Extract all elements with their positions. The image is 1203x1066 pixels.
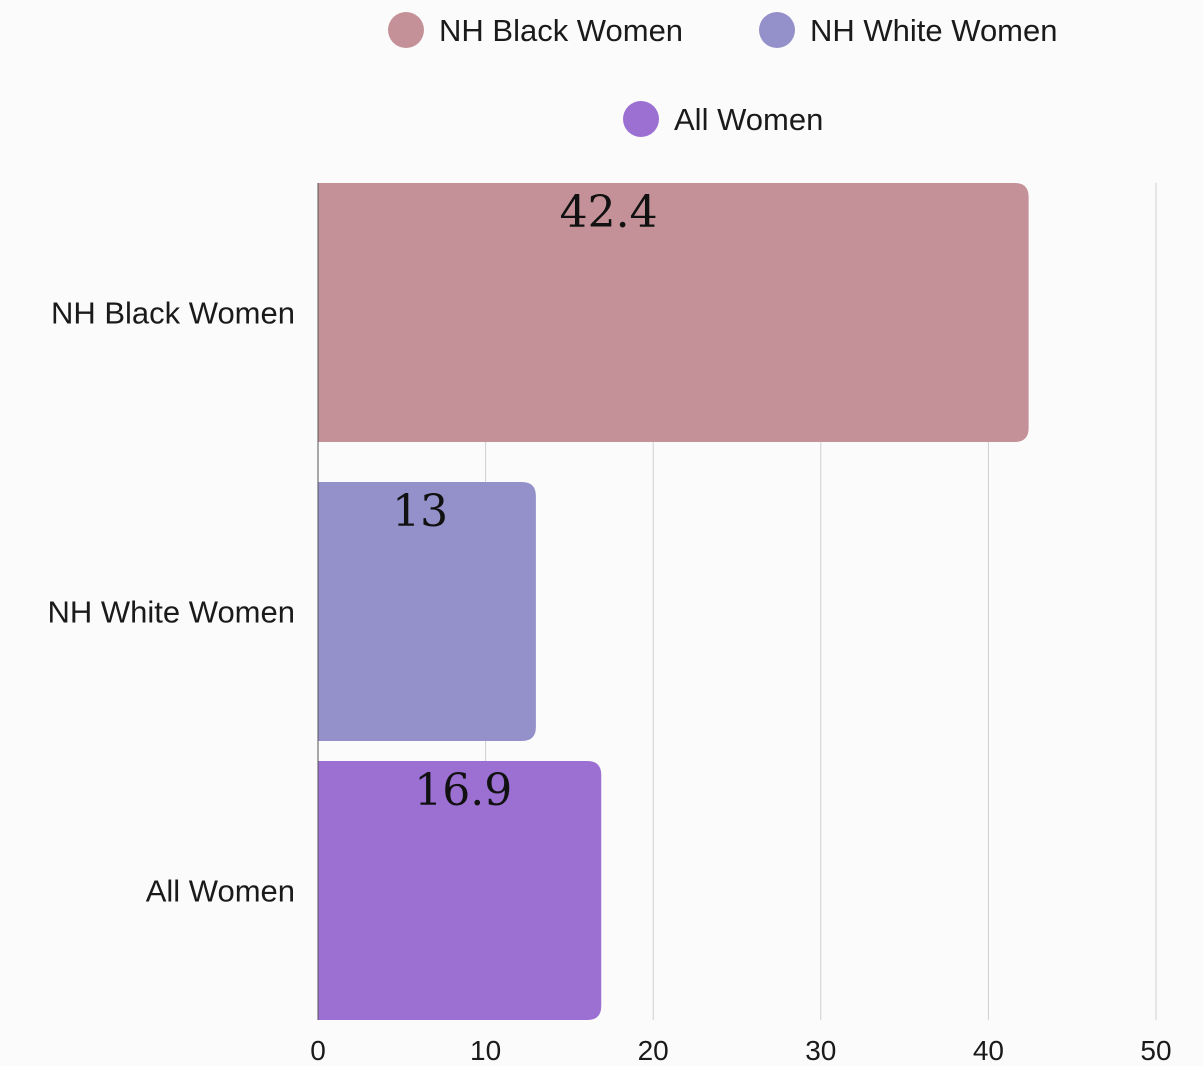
legend-swatch-nh-black-women — [388, 12, 424, 48]
value-label-nh-black-women: 42.4 — [560, 187, 658, 238]
legend-item-nh-black-women: NH Black Women — [388, 12, 683, 48]
bars — [318, 183, 1029, 1020]
x-tick-label-20: 20 — [638, 1035, 669, 1066]
value-labels: 42.4 13 16.9 — [392, 187, 658, 816]
legend-item-nh-white-women: NH White Women — [759, 12, 1058, 48]
bar-nh-black-women — [318, 183, 1029, 442]
legend-swatch-nh-white-women — [759, 12, 795, 48]
legend: NH Black Women NH White Women All Women — [388, 12, 1058, 137]
legend-swatch-all-women — [623, 101, 659, 137]
legend-label-nh-black-women: NH Black Women — [439, 13, 683, 48]
legend-label-nh-white-women: NH White Women — [810, 13, 1058, 48]
category-label-nh-white-women: NH White Women — [48, 595, 296, 630]
x-tick-label-50: 50 — [1140, 1035, 1171, 1066]
bar-all-women — [318, 761, 602, 1020]
x-tick-label-30: 30 — [805, 1035, 836, 1066]
x-tick-label-40: 40 — [973, 1035, 1004, 1066]
legend-item-all-women: All Women — [623, 101, 823, 137]
bar-nh-white-women — [318, 482, 536, 741]
category-label-all-women: All Women — [146, 874, 295, 909]
x-tick-label-0: 0 — [310, 1035, 326, 1066]
category-label-nh-black-women: NH Black Women — [51, 296, 295, 331]
category-labels: NH Black Women NH White Women All Women — [48, 296, 296, 909]
x-axis-ticks: 0 10 20 30 40 50 — [310, 1035, 1171, 1066]
legend-label-all-women: All Women — [674, 102, 823, 137]
value-label-nh-white-women: 13 — [392, 486, 448, 537]
x-tick-label-10: 10 — [470, 1035, 501, 1066]
value-label-all-women: 16.9 — [414, 765, 512, 816]
